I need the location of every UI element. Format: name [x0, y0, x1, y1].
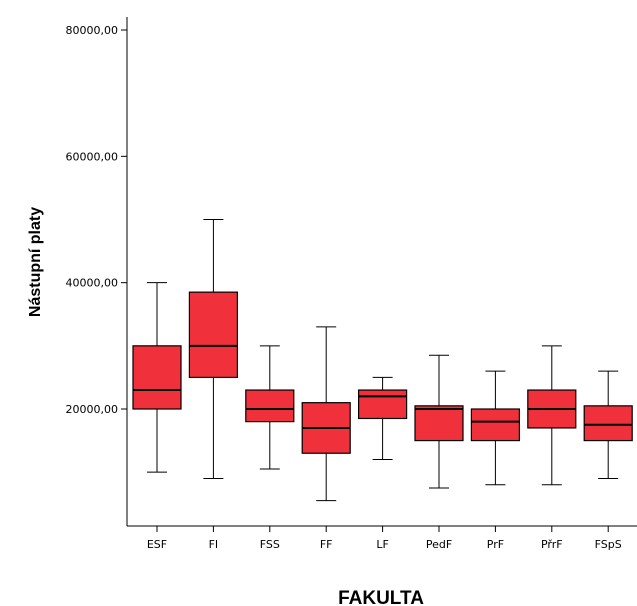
- y-tick-label: 80000,00: [66, 24, 119, 37]
- box-pedf: [414, 354, 464, 489]
- x-tick-label: PrF: [487, 538, 504, 551]
- y-axis-title: Nástupní platy: [27, 207, 44, 317]
- iqr-box: [470, 408, 520, 442]
- box-přrf: [527, 345, 577, 486]
- box-fsps: [583, 370, 633, 479]
- x-tick-label: FI: [209, 538, 219, 551]
- y-tick-label: 20000,00: [66, 403, 119, 416]
- box-lf: [358, 376, 408, 461]
- plot-frame: [126, 17, 637, 527]
- y-tick-label: 60000,00: [66, 150, 119, 163]
- x-axis-title: FAKULTA: [338, 588, 424, 606]
- x-tick-label: LF: [376, 538, 388, 551]
- y-tick-label: 40000,00: [66, 277, 119, 290]
- box-prf: [470, 370, 520, 486]
- box-fi: [188, 219, 238, 479]
- iqr-box: [132, 345, 182, 410]
- x-tick-label: FSpS: [595, 538, 622, 551]
- iqr-box: [358, 389, 408, 420]
- box-fss: [245, 345, 295, 470]
- box-ff: [301, 326, 351, 502]
- y-axis: 20000,00 40000,00 60000,00 80000,00: [66, 24, 127, 416]
- x-tick-label: PedF: [426, 538, 452, 551]
- boxes: [132, 219, 633, 502]
- x-tick-label: FF: [320, 538, 333, 551]
- x-tick-label: ESF: [147, 538, 167, 551]
- iqr-box: [245, 389, 295, 423]
- x-tick-label: PřrF: [541, 538, 563, 551]
- box-esf: [132, 282, 182, 473]
- x-tick-label: FSS: [260, 538, 280, 551]
- iqr-box: [188, 291, 238, 379]
- x-axis: ESF FI FSS FF LF PedF PrF PřrF FSpS: [147, 526, 622, 551]
- iqr-box: [583, 405, 633, 442]
- iqr-box: [414, 405, 464, 442]
